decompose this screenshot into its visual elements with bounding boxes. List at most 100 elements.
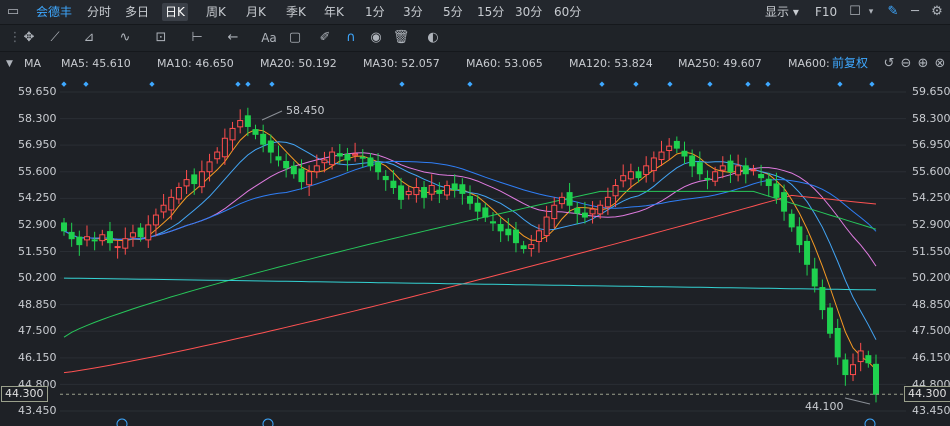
kline-chart[interactable]: ◆ ◆ ◆ ◆ ◆ ◆ ◆ ◆ ◆ ◆ ◆ ◆ ◆ ◆ ◆ ◆ 58.450 44.100 (0, 76, 950, 426)
candle-body[interactable] (459, 184, 466, 194)
candle-body[interactable] (773, 183, 780, 198)
candle-body[interactable] (145, 224, 152, 241)
period-tab-4[interactable]: 月K (246, 5, 266, 19)
period-tab-12[interactable]: 60分 (554, 5, 582, 19)
info-marker-icon[interactable] (864, 418, 876, 426)
close-icon[interactable]: ⊗ (934, 56, 946, 71)
candle-body[interactable] (137, 227, 144, 238)
period-tab-7[interactable]: 1分 (365, 5, 385, 19)
candle-body[interactable] (482, 207, 489, 218)
candle-body[interactable] (306, 171, 313, 186)
candle-body[interactable] (359, 156, 366, 159)
event-marker-icon[interactable]: ◆ (633, 80, 639, 88)
event-marker-icon[interactable]: ◆ (467, 80, 473, 88)
candle-body[interactable] (344, 153, 351, 161)
wave-tool-icon[interactable]: ∿ (119, 30, 131, 45)
period-tab-11[interactable]: 30分 (515, 5, 543, 19)
candle-body[interactable] (666, 145, 673, 151)
candle-body[interactable] (819, 287, 826, 311)
eye-icon[interactable]: ◉ (370, 30, 382, 45)
event-marker-icon[interactable]: ◆ (149, 80, 155, 88)
candle-body[interactable] (551, 204, 558, 220)
event-marker-icon[interactable]: ◆ (667, 80, 673, 88)
candle-body[interactable] (352, 153, 359, 156)
period-tab-9[interactable]: 5分 (443, 5, 463, 19)
candle-body[interactable] (260, 133, 267, 145)
candle-body[interactable] (375, 162, 382, 173)
candle-body[interactable] (827, 307, 834, 334)
candle-body[interactable] (857, 350, 864, 363)
zoom-in-icon[interactable]: ⊕ (917, 56, 929, 71)
candle-body[interactable] (275, 156, 282, 161)
candle-body[interactable] (758, 174, 765, 179)
candle-body[interactable] (61, 222, 67, 232)
channel-tool-icon[interactable]: ⊿ (83, 30, 95, 45)
candle-body[interactable] (612, 185, 619, 197)
info-marker-icon[interactable] (262, 418, 274, 426)
event-marker-icon[interactable]: ◆ (765, 80, 771, 88)
candle-body[interactable] (597, 204, 604, 215)
candle-body[interactable] (735, 165, 742, 176)
period-tab-0[interactable]: 分时 (87, 5, 112, 19)
event-marker-icon[interactable]: ◆ (869, 80, 875, 88)
reset-icon[interactable]: ↺ (883, 56, 895, 71)
candle-body[interactable] (329, 151, 336, 166)
adjust-dropdown[interactable]: 前复权 (832, 56, 869, 70)
candle-body[interactable] (528, 244, 535, 250)
candle-body[interactable] (558, 196, 565, 205)
candle-body[interactable] (681, 150, 688, 157)
candle-body[interactable] (873, 363, 879, 395)
candle-body[interactable] (99, 234, 106, 242)
event-marker-icon[interactable]: ◆ (707, 80, 713, 88)
candle-body[interactable] (643, 165, 650, 176)
candle-body[interactable] (865, 355, 872, 364)
candle-body[interactable] (842, 359, 849, 376)
toggle-icon[interactable]: ◐ (427, 30, 439, 45)
text-tool-icon[interactable]: Aa (261, 31, 277, 45)
pen-icon[interactable]: ✎ (887, 4, 899, 19)
candle-body[interactable] (68, 231, 75, 240)
candle-body[interactable] (512, 229, 519, 244)
candle-body[interactable] (175, 187, 182, 200)
ma-label[interactable]: MA (24, 57, 42, 70)
magnet-icon[interactable]: ∩ (346, 30, 356, 45)
settings-icon[interactable]: ⚙ (931, 4, 943, 19)
period-tab-6[interactable]: 年K (324, 5, 344, 19)
crosshair-icon[interactable]: ✥ (23, 30, 35, 45)
f10-button[interactable]: F10 (815, 5, 838, 19)
candle-body[interactable] (214, 151, 221, 160)
candle-body[interactable] (796, 226, 803, 246)
eraser-icon[interactable]: ✐ (319, 30, 331, 45)
candle-body[interactable] (834, 327, 841, 358)
candle-body[interactable] (811, 268, 818, 287)
chevron-down-icon[interactable]: ▾ (868, 7, 874, 17)
candle-body[interactable] (451, 183, 458, 190)
candle-body[interactable] (206, 161, 213, 173)
candle-body[interactable] (566, 192, 573, 206)
candle-body[interactable] (696, 162, 703, 175)
candle-body[interactable] (704, 177, 711, 181)
candle-body[interactable] (398, 185, 405, 200)
period-tab-1[interactable]: 多日 (125, 5, 150, 19)
event-marker-icon[interactable]: ◆ (745, 80, 751, 88)
candle-body[interactable] (283, 161, 290, 169)
candle-body[interactable] (719, 165, 726, 171)
candle-body[interactable] (781, 192, 788, 212)
zoom-out-icon[interactable]: ⊖ (900, 56, 912, 71)
line-tool-icon[interactable]: ⟋ (50, 30, 60, 45)
candle-body[interactable] (497, 224, 504, 232)
candle-body[interactable] (574, 207, 581, 214)
candle-body[interactable] (589, 208, 596, 215)
sidebar-toggle-icon[interactable]: ▭ (6, 4, 20, 19)
candle-body[interactable] (467, 196, 473, 204)
candle-body[interactable] (635, 171, 642, 179)
measure-tool-icon[interactable]: ⊡ (155, 30, 167, 45)
event-marker-icon[interactable]: ◆ (399, 80, 405, 88)
candle-body[interactable] (221, 137, 228, 158)
candle-body[interactable] (244, 115, 251, 127)
candle-body[interactable] (673, 140, 680, 149)
candle-body[interactable] (298, 168, 305, 183)
candle-body[interactable] (237, 120, 244, 128)
candle-body[interactable] (321, 159, 328, 164)
info-marker-icon[interactable] (116, 418, 128, 426)
